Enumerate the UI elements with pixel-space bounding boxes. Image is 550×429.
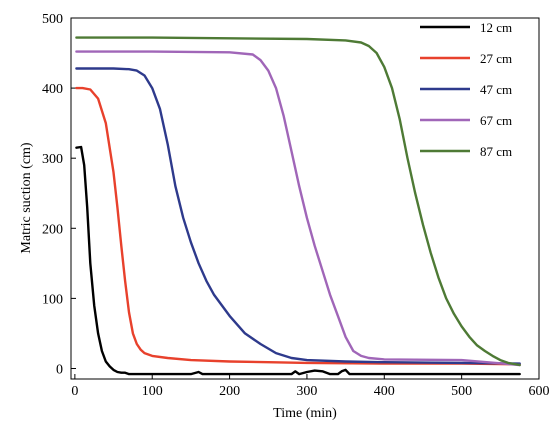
legend-label-2: 47 cm [480, 82, 512, 97]
x-tick-label-0: 0 [71, 384, 78, 399]
legend-label-4: 87 cm [480, 144, 512, 159]
y-tick-label-3: 300 [42, 152, 63, 167]
x-tick-label-2: 200 [219, 384, 240, 399]
series-line-2 [75, 67, 521, 365]
x-tick-label-1: 100 [142, 384, 163, 399]
x-tick-label-5: 500 [451, 384, 472, 399]
series-layer [75, 36, 521, 376]
legend-label-1: 27 cm [480, 51, 512, 66]
x-tick-label-4: 400 [374, 384, 395, 399]
axis-ticks: 0 100 200 300 400 500 600 0 100 200 300 400 500 [42, 12, 550, 399]
legend-label-3: 67 cm [480, 113, 512, 128]
legend-label-0: 12 cm [480, 20, 512, 35]
y-tick-label-2: 200 [42, 222, 63, 237]
plot-frame [70, 17, 540, 380]
series-line-1 [75, 86, 521, 366]
series-line-0 [75, 145, 521, 376]
series-line-4 [75, 36, 521, 367]
y-tick-label-0: 0 [56, 362, 63, 377]
legend: 12 cm 27 cm 47 cm 67 cm 87 cm [420, 20, 512, 159]
y-tick-label-4: 400 [42, 82, 63, 97]
x-tick-label-6: 600 [529, 384, 550, 399]
x-tick-label-3: 300 [296, 384, 317, 399]
y-axis-label: Matric suction (cm) [19, 142, 34, 254]
x-axis-label: Time (min) [273, 406, 337, 421]
series-line-3 [75, 50, 521, 367]
y-tick-label-5: 500 [42, 12, 63, 27]
y-tick-label-1: 100 [42, 292, 63, 307]
